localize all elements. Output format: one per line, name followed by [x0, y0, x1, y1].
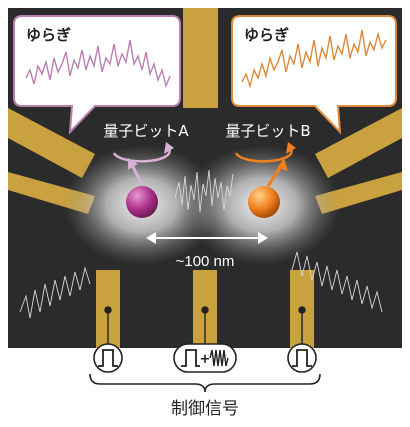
- electrode-left-upper: [8, 108, 95, 178]
- qubit-b-label: 量子ビットB: [225, 122, 310, 140]
- plus-sign: +: [200, 352, 211, 367]
- noise-traces: [19, 169, 383, 319]
- control-bracket: [89, 373, 321, 393]
- fluctuation-trace-right: [241, 29, 387, 89]
- spin-arrow-b: [266, 165, 283, 187]
- noise-trace-right: [291, 251, 383, 313]
- fluctuation-title-left: ゆらぎ: [26, 26, 71, 44]
- electrode-top: [183, 8, 218, 108]
- distance-label: ~100 nm: [176, 253, 235, 270]
- precession-ring-a: [112, 147, 171, 163]
- pulse-icon-right: [287, 343, 317, 373]
- noise-trace-left: [19, 266, 91, 319]
- fluctuation-trace-left: [25, 39, 171, 89]
- control-wires: [104, 306, 306, 344]
- precession-ring-b: [234, 147, 293, 163]
- control-signal-label: 制御信号: [171, 399, 239, 419]
- qubit-b-sphere: [248, 186, 280, 218]
- fluctuation-bubble-left: [13, 15, 181, 135]
- spin-arrow-a: [130, 164, 144, 185]
- pulse-icon-left: [93, 343, 123, 373]
- noise-trace-center: [174, 169, 234, 213]
- pulse-plus-oscillation-icon: +: [173, 343, 237, 373]
- fluctuation-title-right: ゆらぎ: [244, 26, 289, 44]
- electrode-right-upper: [315, 108, 402, 178]
- qubit-a-label: 量子ビットA: [103, 122, 189, 140]
- qubit-a-sphere: [126, 186, 158, 218]
